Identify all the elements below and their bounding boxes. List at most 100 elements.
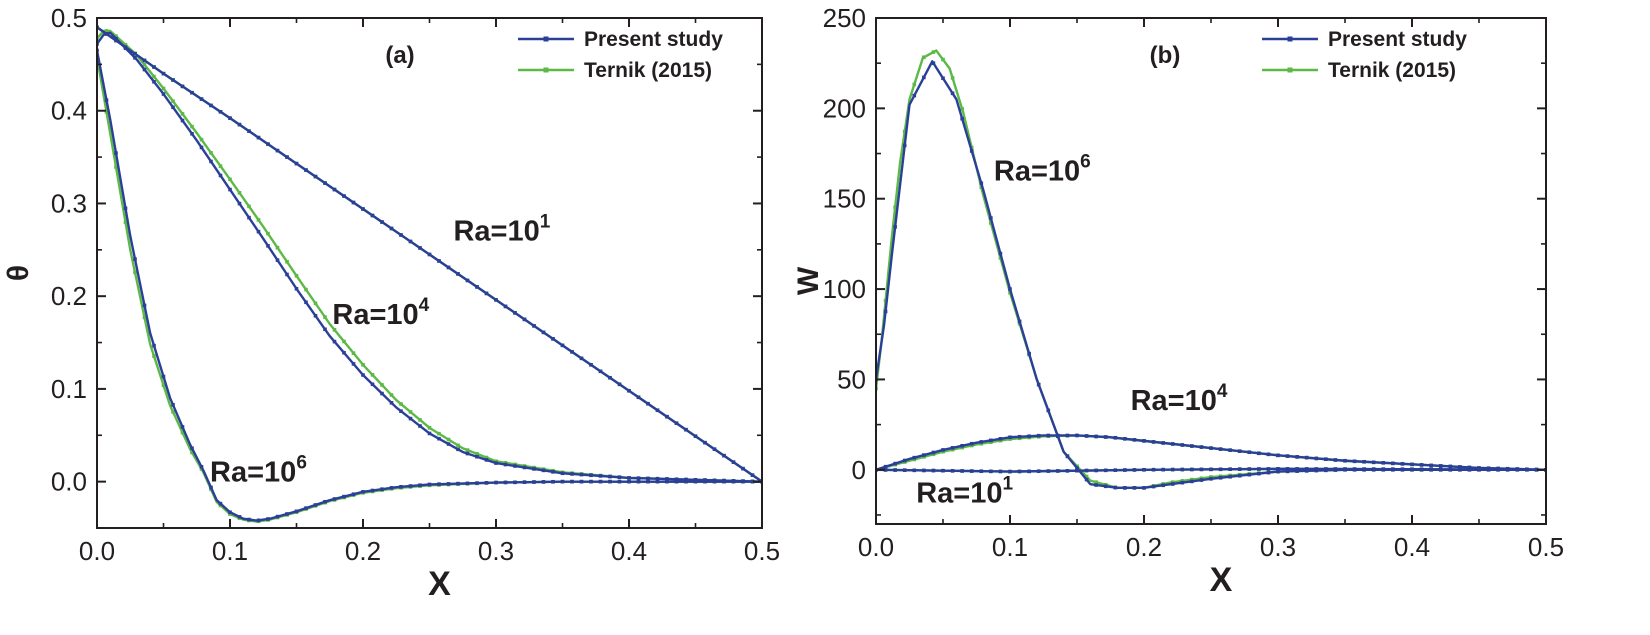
- data-point: [960, 469, 964, 473]
- data-point: [266, 517, 270, 521]
- data-point: [503, 304, 508, 309]
- data-point: [114, 151, 118, 155]
- data-point: [513, 480, 517, 485]
- data-point: [1237, 449, 1242, 453]
- data-point: [1123, 468, 1127, 472]
- data-point: [541, 468, 546, 473]
- data-point: [551, 337, 555, 341]
- data-point: [1285, 454, 1290, 458]
- data-point: [989, 221, 993, 225]
- legend-item-present-study: Present study: [518, 28, 723, 51]
- data-point: [465, 481, 470, 486]
- data-point: [294, 286, 299, 291]
- data-point: [1094, 483, 1098, 487]
- data-point: [570, 472, 574, 476]
- data-point: [323, 499, 327, 504]
- data-point: [655, 408, 660, 413]
- series-line: [876, 434, 1546, 471]
- annotation-exponent: 6: [296, 453, 307, 474]
- x-tick-label: 0.3: [1260, 532, 1296, 562]
- y-tick-label: 0: [852, 455, 866, 485]
- data-point: [589, 363, 593, 367]
- data-point: [1027, 469, 1031, 474]
- data-point: [1285, 469, 1290, 474]
- data-point: [941, 448, 945, 452]
- data-point: [1486, 467, 1491, 472]
- data-point: [1075, 466, 1079, 470]
- data-point: [209, 151, 213, 155]
- data-point: [1515, 467, 1520, 472]
- data-point: [427, 431, 432, 436]
- data-point: [104, 32, 109, 36]
- data-point: [941, 57, 945, 62]
- data-point: [247, 204, 251, 209]
- data-point: [1103, 468, 1108, 473]
- data-point: [883, 468, 888, 472]
- data-point: [380, 220, 384, 224]
- data-point: [741, 466, 745, 471]
- data-point: [1400, 462, 1405, 466]
- data-point: [389, 401, 394, 405]
- data-point: [551, 479, 555, 484]
- data-point: [161, 86, 166, 91]
- data-point: [541, 330, 546, 335]
- data-point: [418, 418, 422, 422]
- y-tick-label: 0.0: [51, 467, 87, 497]
- y-tick-label: 0.5: [51, 3, 87, 33]
- data-point: [712, 447, 717, 451]
- data-point: [1084, 474, 1089, 479]
- data-point: [152, 74, 156, 79]
- data-point: [332, 339, 337, 344]
- data-point: [1276, 467, 1280, 471]
- series-present-study-ra101: [876, 467, 1546, 474]
- data-point: [418, 424, 422, 428]
- data-point: [893, 468, 897, 472]
- annotation-exponent: 1: [540, 212, 551, 233]
- annotation-base: Ra=10: [1131, 385, 1217, 417]
- data-point: [1257, 467, 1261, 471]
- data-point: [931, 61, 936, 65]
- data-point: [1123, 437, 1127, 441]
- data-point: [123, 220, 128, 225]
- data-point: [180, 430, 185, 435]
- annotation-base: Ra=10: [994, 156, 1080, 188]
- data-point: [180, 84, 185, 89]
- data-point: [589, 479, 593, 484]
- data-point: [332, 497, 337, 501]
- data-point: [161, 374, 166, 379]
- legend-label: Ternik (2015): [1328, 59, 1456, 82]
- data-point: [902, 468, 907, 472]
- data-point: [912, 455, 917, 460]
- data-point: [1352, 467, 1357, 471]
- data-point: [684, 479, 688, 484]
- data-point: [522, 465, 527, 470]
- data-point: [1285, 467, 1290, 471]
- data-point: [209, 103, 213, 108]
- data-point: [931, 468, 936, 473]
- data-point: [1429, 467, 1433, 472]
- data-point: [589, 473, 593, 478]
- x-tick-label: 0.1: [992, 532, 1028, 562]
- data-point: [199, 137, 204, 142]
- data-point: [389, 226, 394, 231]
- data-point: [1381, 467, 1386, 471]
- data-point: [427, 482, 432, 487]
- data-point: [465, 448, 470, 452]
- data-point: [1247, 450, 1252, 455]
- data-point: [1438, 464, 1443, 468]
- data-point: [722, 479, 726, 484]
- chart-panel-a: 0.0 0.1 0.2 0.3 0.4 0.5 0.0 0.1 0.2 0.3 0.4 0.5 Xθ (a…: [2, 3, 780, 603]
- data-point: [1065, 469, 1070, 473]
- data-point: [399, 402, 403, 406]
- data-point: [1113, 435, 1118, 440]
- x-tick-label: 0.5: [1528, 532, 1564, 562]
- data-point: [532, 324, 536, 328]
- data-point: [152, 354, 156, 358]
- data-point: [922, 455, 926, 459]
- data-point: [437, 436, 441, 441]
- data-point: [627, 388, 631, 393]
- data-point: [1046, 408, 1051, 413]
- data-point: [237, 191, 242, 195]
- data-point: [646, 401, 650, 406]
- data-point: [247, 129, 251, 133]
